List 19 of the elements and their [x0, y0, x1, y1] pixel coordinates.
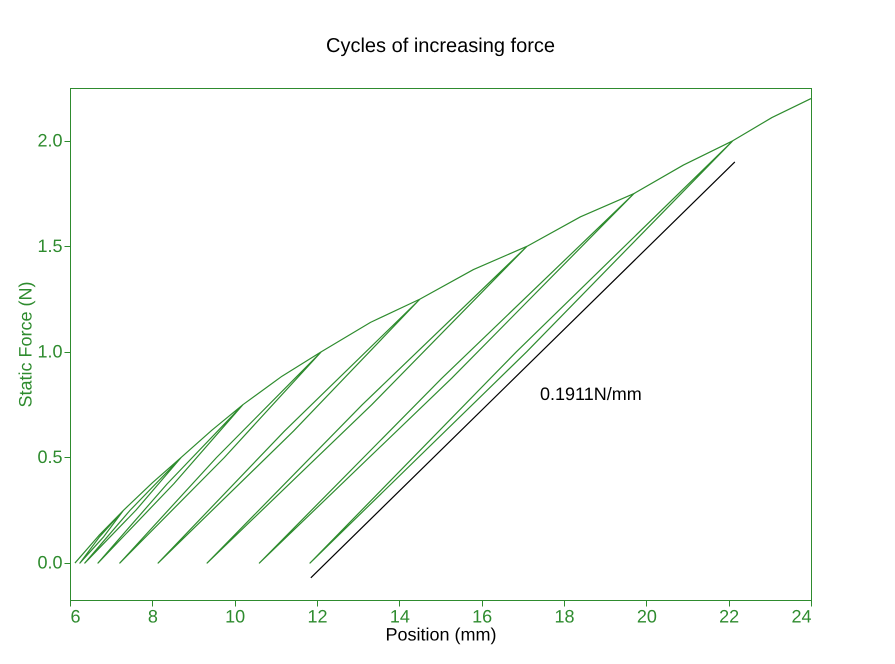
- x-tick-label: 10: [225, 606, 246, 626]
- x-tick-label: 24: [791, 606, 812, 626]
- x-tick-label: 16: [472, 606, 492, 626]
- x-tick-label: 20: [636, 606, 657, 626]
- y-tick-label: 0.0: [37, 552, 62, 573]
- x-tick-label: 6: [70, 606, 81, 626]
- y-tick-label: 0.5: [37, 446, 62, 467]
- y-tick-label: 1.0: [37, 341, 62, 362]
- x-tick-label: 14: [390, 606, 410, 626]
- x-tick-label: 18: [554, 606, 575, 626]
- y-axis-title: Static Force (N): [15, 281, 36, 408]
- x-tick-label: 8: [148, 606, 158, 626]
- x-tick-label: 22: [719, 606, 740, 626]
- annotation: 0.1911N/mm: [540, 384, 642, 404]
- y-tick-label: 2.0: [37, 130, 62, 150]
- x-axis-title: Position (mm): [385, 624, 497, 644]
- chart-title: Cycles of increasing force: [326, 35, 555, 57]
- y-tick-label: 1.5: [37, 236, 62, 256]
- x-tick-label: 12: [307, 606, 328, 626]
